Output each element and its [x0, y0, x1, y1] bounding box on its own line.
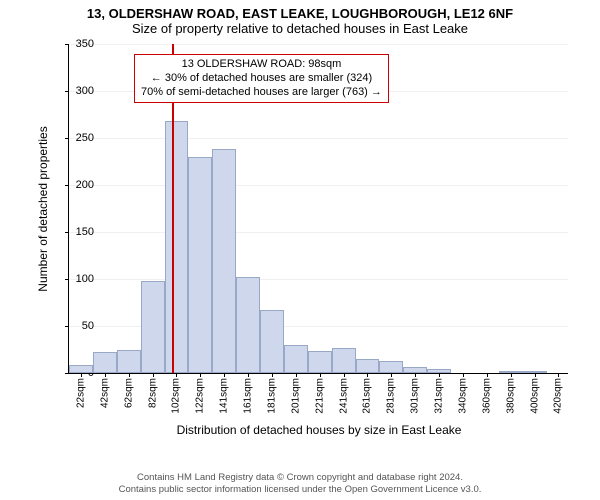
footer-line-2: Contains public sector information licen… — [0, 484, 600, 496]
gridline — [69, 44, 568, 45]
xtick-mark — [105, 373, 106, 377]
gridline — [69, 185, 568, 186]
xtick-label: 42sqm — [99, 378, 110, 408]
y-axis-label: Number of detached properties — [36, 126, 50, 291]
xtick-label: 400sqm — [529, 378, 540, 414]
xtick-mark — [367, 373, 368, 377]
chart-title-sub: Size of property relative to detached ho… — [0, 21, 600, 36]
histogram-bar — [188, 157, 212, 373]
xtick-label: 161sqm — [243, 378, 254, 414]
xtick-mark — [439, 373, 440, 377]
histogram-bar — [332, 348, 356, 373]
x-axis-label: Distribution of detached houses by size … — [69, 423, 569, 437]
histogram-bar — [93, 352, 117, 373]
annotation-line: ← 30% of detached houses are smaller (32… — [141, 72, 382, 86]
xtick-mark — [415, 373, 416, 377]
xtick-mark — [320, 373, 321, 377]
ytick-label: 350 — [64, 38, 94, 50]
ytick-label: 200 — [64, 179, 94, 191]
histogram-bar — [165, 121, 189, 373]
annotation-line: 13 OLDERSHAW ROAD: 98sqm — [141, 58, 382, 72]
xtick-label: 102sqm — [171, 378, 182, 414]
histogram-bar — [308, 351, 332, 373]
xtick-label: 141sqm — [219, 378, 230, 414]
annotation-line: 70% of semi-detached houses are larger (… — [141, 86, 382, 100]
xtick-mark — [463, 373, 464, 377]
chart-container: Number of detached properties 0501001502… — [38, 44, 578, 424]
plot-area: Number of detached properties 0501001502… — [68, 44, 568, 374]
xtick-mark — [129, 373, 130, 377]
xtick-label: 261sqm — [362, 378, 373, 414]
xtick-mark — [511, 373, 512, 377]
xtick-mark — [391, 373, 392, 377]
histogram-bar — [236, 277, 260, 373]
histogram-bar — [379, 361, 403, 373]
histogram-bar — [141, 281, 165, 373]
xtick-mark — [224, 373, 225, 377]
ytick-label: 300 — [64, 85, 94, 97]
gridline — [69, 279, 568, 280]
xtick-label: 340sqm — [457, 378, 468, 414]
xtick-label: 321sqm — [434, 378, 445, 414]
xtick-label: 301sqm — [410, 378, 421, 414]
annotation-box: 13 OLDERSHAW ROAD: 98sqm← 30% of detache… — [134, 54, 389, 103]
xtick-label: 22sqm — [75, 378, 86, 408]
chart-title-block: 13, OLDERSHAW ROAD, EAST LEAKE, LOUGHBOR… — [0, 0, 600, 36]
xtick-label: 360sqm — [481, 378, 492, 414]
xtick-mark — [296, 373, 297, 377]
xtick-label: 82sqm — [147, 378, 158, 408]
chart-title-main: 13, OLDERSHAW ROAD, EAST LEAKE, LOUGHBOR… — [0, 6, 600, 21]
histogram-bar — [69, 365, 93, 373]
xtick-mark — [535, 373, 536, 377]
xtick-label: 201sqm — [290, 378, 301, 414]
histogram-bar — [284, 345, 308, 373]
footer-attribution: Contains HM Land Registry data © Crown c… — [0, 472, 600, 496]
xtick-label: 122sqm — [195, 378, 206, 414]
xtick-label: 281sqm — [386, 378, 397, 414]
gridline — [69, 138, 568, 139]
xtick-mark — [200, 373, 201, 377]
xtick-label: 380sqm — [505, 378, 516, 414]
xtick-label: 221sqm — [314, 378, 325, 414]
xtick-mark — [176, 373, 177, 377]
histogram-bar — [212, 149, 236, 373]
xtick-label: 62sqm — [123, 378, 134, 408]
xtick-label: 241sqm — [338, 378, 349, 414]
xtick-mark — [487, 373, 488, 377]
ytick-label: 50 — [64, 320, 94, 332]
ytick-label: 150 — [64, 226, 94, 238]
xtick-mark — [81, 373, 82, 377]
histogram-bar — [117, 350, 141, 373]
xtick-mark — [558, 373, 559, 377]
xtick-mark — [272, 373, 273, 377]
histogram-bar — [260, 310, 284, 373]
ytick-label: 100 — [64, 273, 94, 285]
gridline — [69, 232, 568, 233]
ytick-label: 250 — [64, 132, 94, 144]
footer-line-1: Contains HM Land Registry data © Crown c… — [0, 472, 600, 484]
xtick-mark — [153, 373, 154, 377]
xtick-mark — [344, 373, 345, 377]
xtick-label: 420sqm — [553, 378, 564, 414]
xtick-mark — [248, 373, 249, 377]
histogram-bar — [356, 359, 380, 373]
xtick-label: 181sqm — [266, 378, 277, 414]
